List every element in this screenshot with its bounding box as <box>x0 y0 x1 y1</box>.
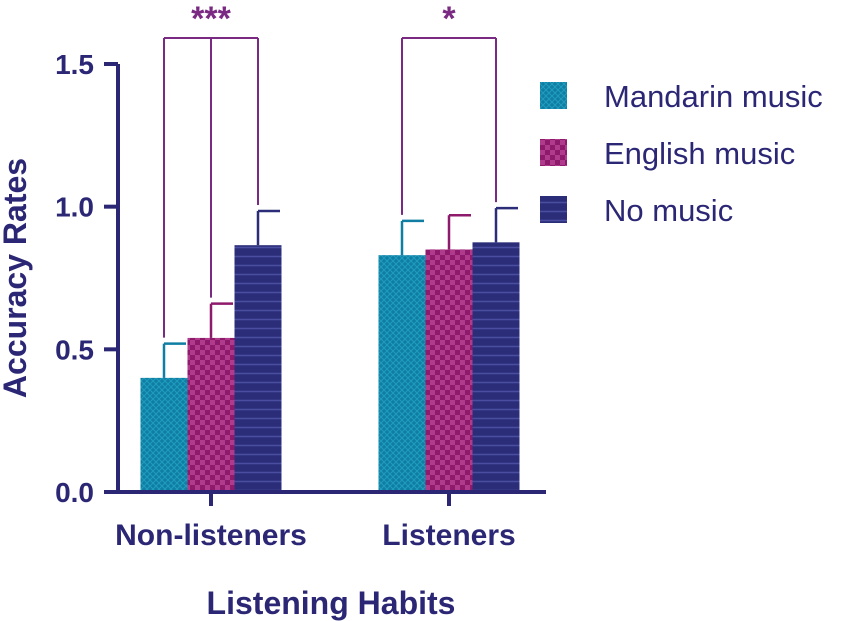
y-tick-label: 0.5 <box>55 334 94 365</box>
x-axis <box>116 490 546 506</box>
bar <box>472 242 520 492</box>
x-axis-title: Listening Habits <box>207 585 456 621</box>
y-tick-label: 1.5 <box>55 49 94 80</box>
significance-label: *** <box>191 0 231 38</box>
category-label: Non-listeners <box>115 519 307 552</box>
y-axis-title: Accuracy Rates <box>0 158 33 398</box>
legend-swatch <box>540 82 567 109</box>
bar <box>378 255 426 492</box>
bar <box>140 377 188 492</box>
legend-label: No music <box>604 193 733 228</box>
category-label: Listeners <box>382 519 515 552</box>
bar <box>187 337 235 492</box>
plot-area <box>140 206 520 492</box>
legend-label: Mandarin music <box>604 79 823 114</box>
y-tick-label: 0.0 <box>55 477 94 508</box>
legend: Mandarin music English music No music <box>540 79 823 228</box>
legend-swatch <box>540 139 567 166</box>
legend-label: English music <box>604 136 795 171</box>
y-axis <box>104 62 120 494</box>
y-tick-label: 1.0 <box>55 192 94 223</box>
y-tick-labels: 0.0 0.5 1.0 1.5 <box>55 49 94 508</box>
bar <box>234 245 282 492</box>
significance-brackets: *** * <box>163 0 497 338</box>
significance-label: * <box>442 0 456 38</box>
category-labels: Non-listeners Listeners <box>115 519 516 552</box>
legend-swatch <box>540 196 567 223</box>
bar <box>425 249 473 492</box>
